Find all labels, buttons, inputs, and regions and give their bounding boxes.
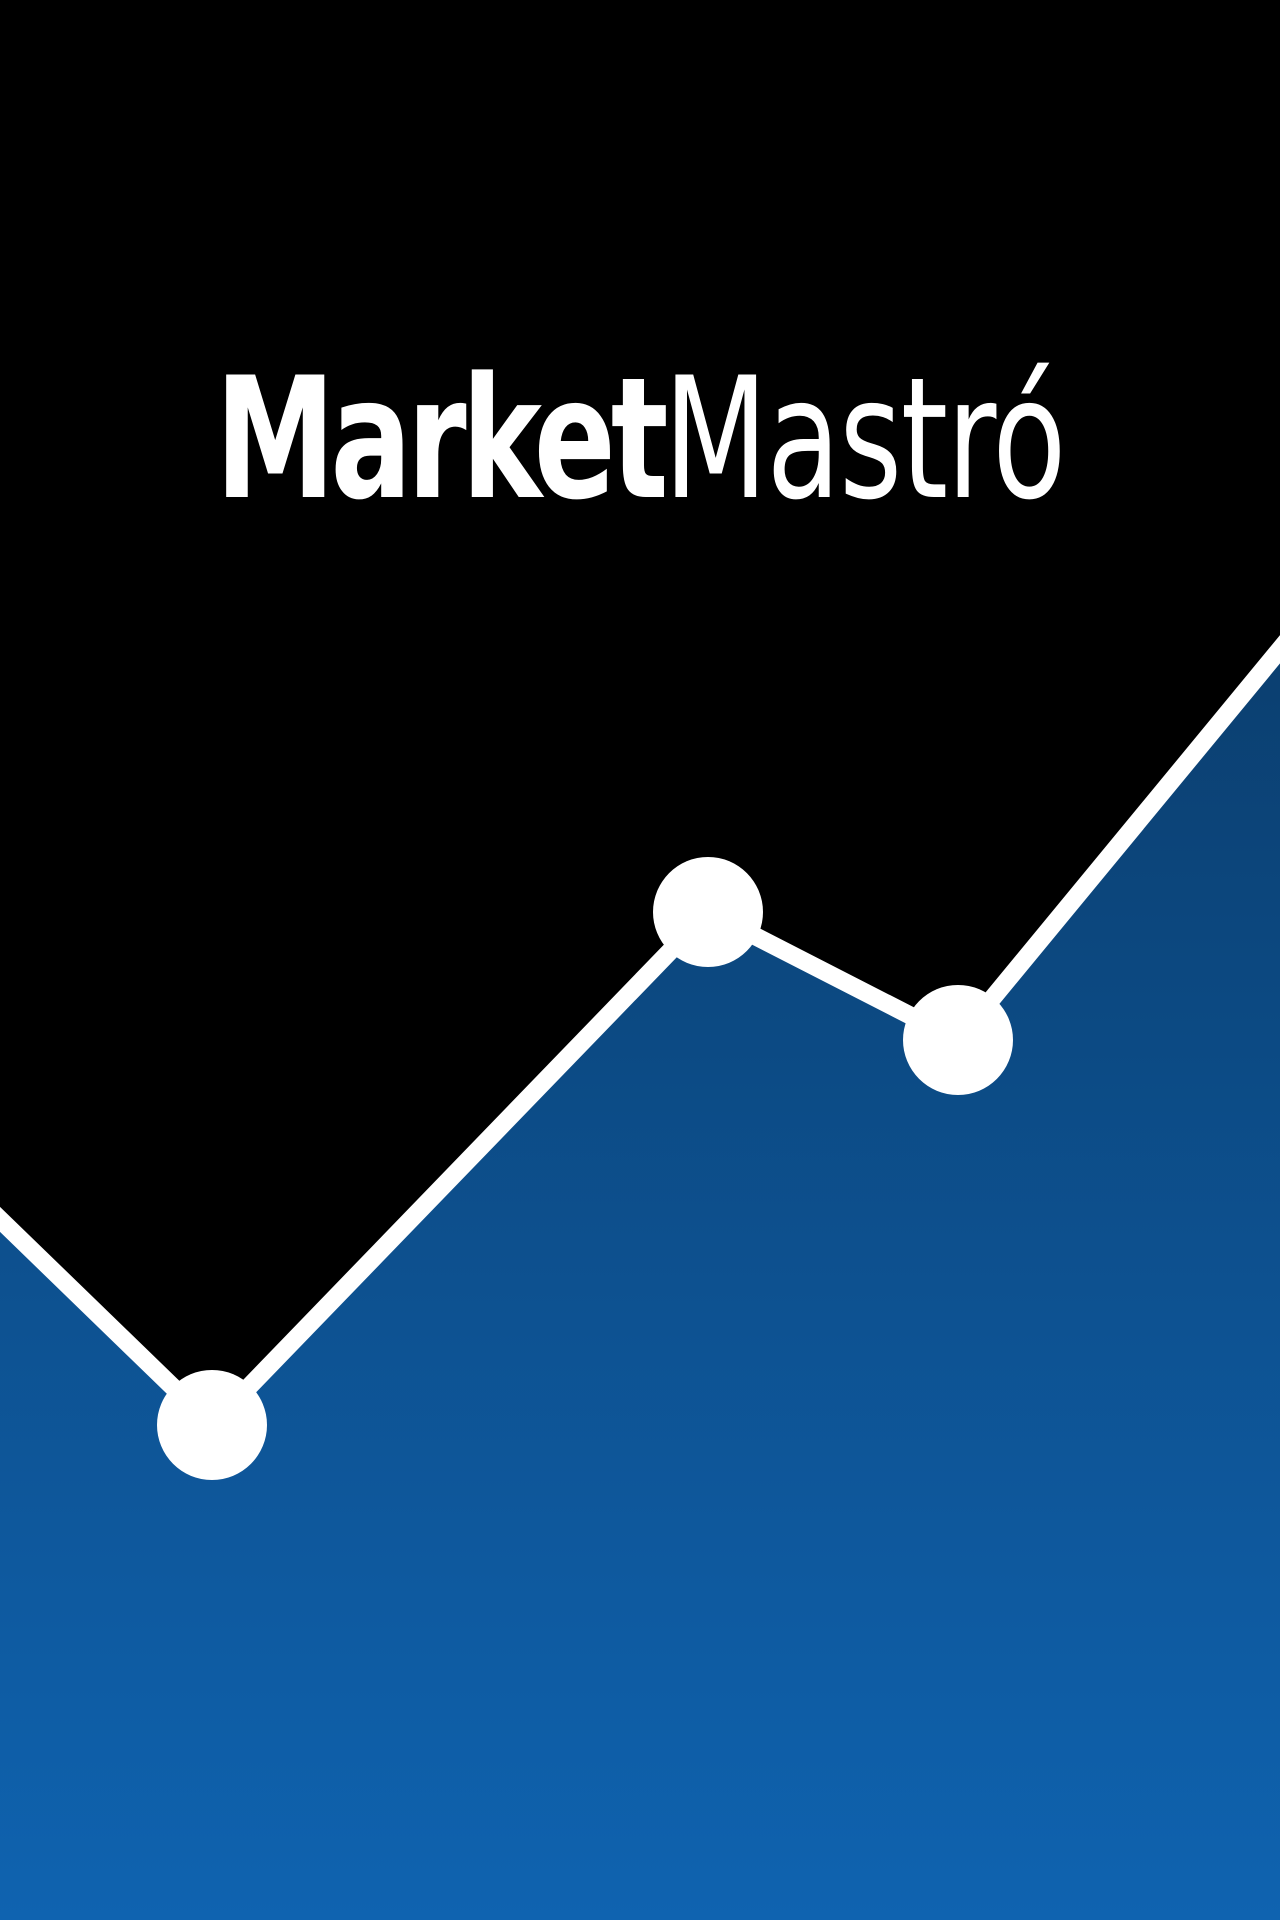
brand-logo: MarketMastró <box>179 355 1101 523</box>
chart-point-1 <box>157 1370 267 1480</box>
chart-point-2 <box>653 857 763 967</box>
chart-area-fill <box>0 650 1280 1920</box>
brand-name-bold: Market <box>215 341 669 537</box>
brand-name-light: Mastró <box>663 341 1067 537</box>
chart-point-3 <box>903 985 1013 1095</box>
